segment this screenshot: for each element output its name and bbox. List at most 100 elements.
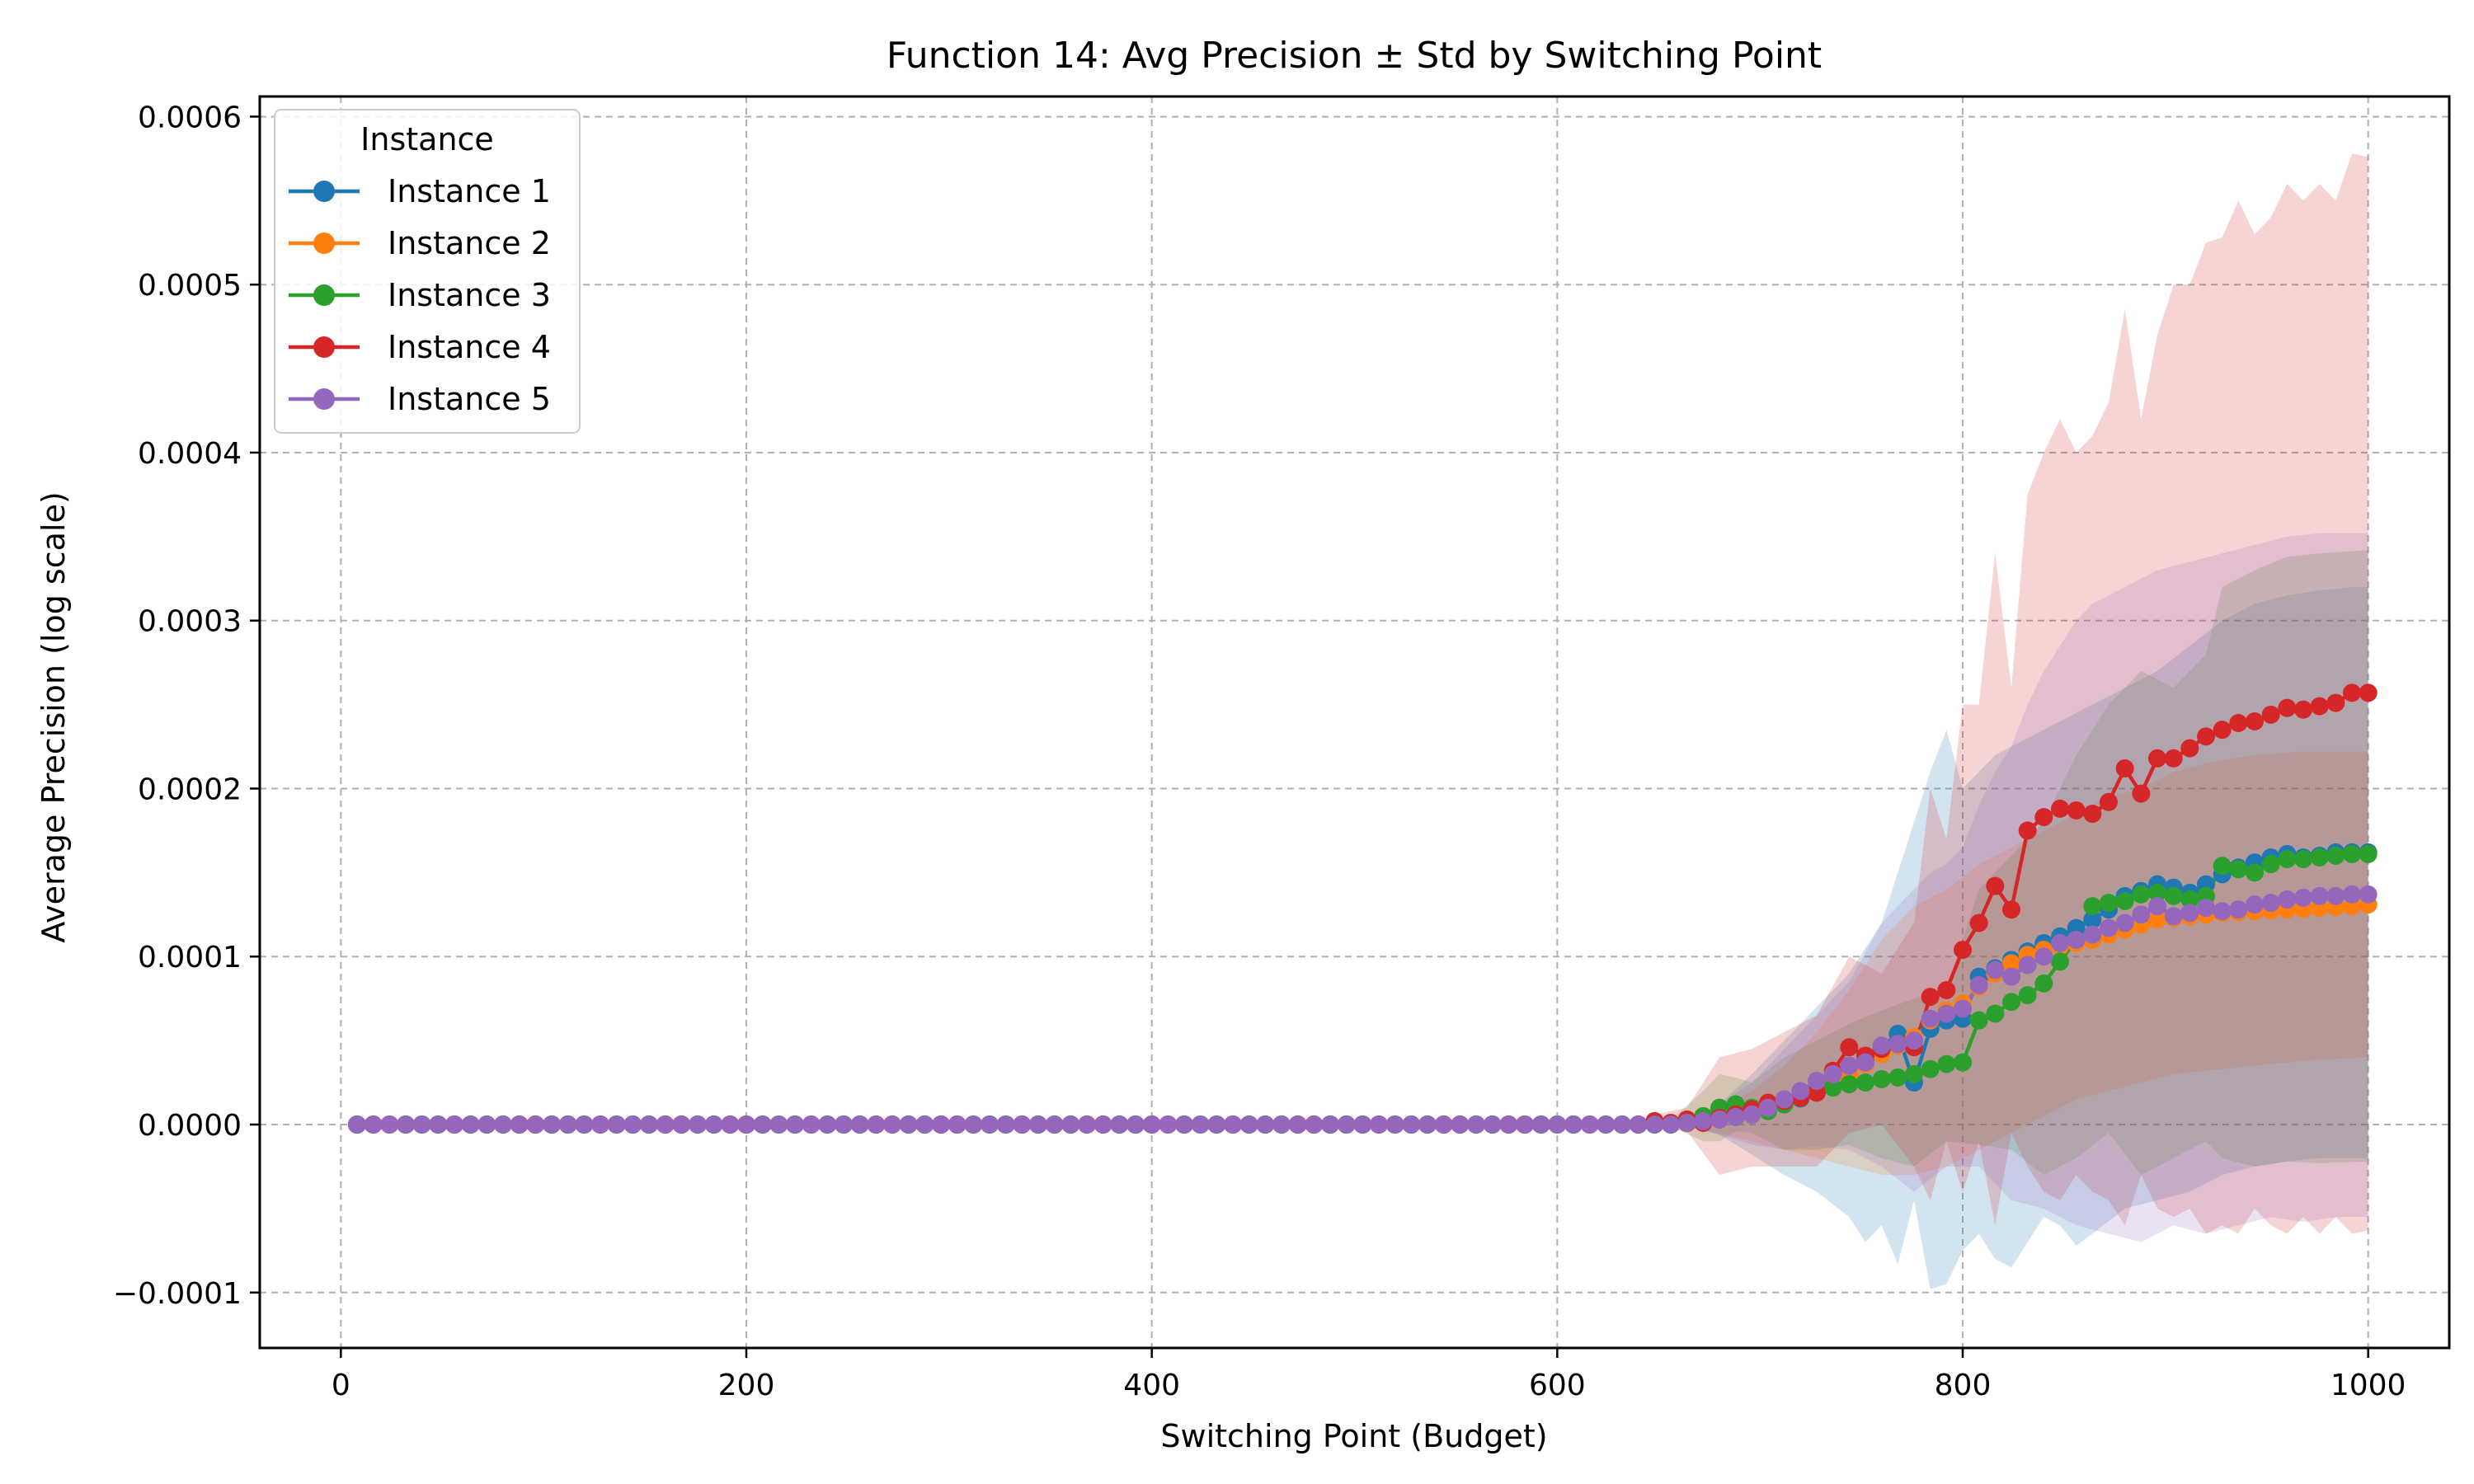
instance-5-point: [380, 1115, 399, 1134]
y-axis-label: Average Precision (log scale): [35, 491, 72, 942]
y-tick-label: −0.0001: [113, 1277, 242, 1311]
instance-5-point: [786, 1115, 804, 1134]
instance-5-point: [1305, 1115, 1324, 1134]
instance-5-point: [2034, 947, 2053, 966]
instance-5-point: [2132, 905, 2151, 924]
instance-5-point: [2213, 902, 2232, 921]
legend-item-instance-2: Instance 2: [289, 225, 551, 261]
instance-5-point: [2229, 900, 2248, 919]
instance-4-point: [1840, 1038, 1859, 1057]
y-tick-label: 0.0002: [138, 773, 242, 806]
instance-4-point: [2148, 749, 2166, 768]
instance-5-point: [1353, 1115, 1372, 1134]
instance-5-point: [1613, 1115, 1631, 1134]
instance-5-point: [1207, 1115, 1226, 1134]
instance-5-point: [1531, 1115, 1550, 1134]
instance-4-point: [2310, 697, 2329, 716]
instance-4-point: [2180, 739, 2199, 758]
instance-4-point: [2115, 759, 2134, 778]
instance-5-point: [1045, 1115, 1064, 1134]
instance-5-point: [1710, 1110, 1729, 1129]
instance-5-point: [1434, 1115, 1453, 1134]
instance-3-point: [2246, 863, 2264, 882]
instance-4-point: [1986, 876, 2005, 895]
instance-5-point: [721, 1115, 740, 1134]
instance-4-point: [1954, 941, 1972, 960]
instance-5-point: [2164, 907, 2183, 926]
instance-5-point: [1126, 1115, 1145, 1134]
instance-5-point: [2310, 886, 2329, 905]
instance-5-point: [656, 1115, 675, 1134]
y-tick-label: 0.0004: [138, 437, 242, 471]
instance-4-point: [2002, 900, 2020, 919]
instance-3-point: [2034, 974, 2053, 993]
instance-5-point: [1224, 1115, 1242, 1134]
x-tick-label: 200: [718, 1369, 775, 1402]
instance-3-point: [1872, 1069, 1891, 1088]
instance-3-point: [1823, 1078, 1842, 1097]
instance-5-point: [1888, 1035, 1907, 1054]
instance-5-point: [1808, 1072, 1826, 1091]
instance-5-point: [1013, 1115, 1032, 1134]
instance-5-point: [1986, 960, 2005, 979]
instance-4-point: [2294, 700, 2312, 719]
instance-5-point: [2002, 967, 2020, 986]
instance-5-point: [397, 1115, 415, 1134]
instance-3-point: [2132, 885, 2151, 904]
instance-3-point: [2213, 857, 2232, 876]
instance-5-point: [1110, 1115, 1129, 1134]
instance-5-point: [461, 1115, 480, 1134]
instance-4-point: [2246, 711, 2264, 730]
y-tick-label: 0.0000: [138, 1109, 242, 1143]
y-tick-label: 0.0005: [138, 269, 242, 303]
instance-5-point: [494, 1115, 512, 1134]
instance-3-point: [2261, 855, 2280, 874]
y-tick-label: 0.0006: [138, 101, 242, 134]
instance-4-point: [1937, 980, 1956, 999]
instance-3-point: [1888, 1068, 1907, 1087]
instance-5-point: [981, 1115, 999, 1134]
instance-5-point: [1726, 1107, 1745, 1126]
instance-4-point: [2083, 805, 2102, 824]
instance-5-point: [1175, 1115, 1193, 1134]
instance-5-point: [558, 1115, 577, 1134]
instance-5-point: [1451, 1115, 1470, 1134]
legend-item-instance-4: Instance 4: [289, 329, 551, 365]
legend-label: Instance 5: [388, 381, 551, 417]
instance-5-point: [429, 1115, 448, 1134]
instance-3-point: [1905, 1064, 1923, 1083]
instance-3-point: [2002, 993, 2020, 1012]
instance-4-point: [2197, 727, 2215, 746]
instance-5-point: [2326, 886, 2345, 905]
instance-5-point: [1159, 1115, 1178, 1134]
instance-5-point: [1629, 1115, 1648, 1134]
instance-3-point: [2278, 850, 2297, 869]
instance-5-point: [412, 1115, 431, 1134]
instance-5-point: [1677, 1113, 1696, 1132]
legend-swatch-marker: [313, 336, 335, 358]
instance-5-point: [1954, 999, 1972, 1018]
chart-title: Function 14: Avg Precision ± Std by Swit…: [887, 35, 1822, 77]
instance-5-point: [607, 1115, 626, 1134]
instance-1-std-band: [1686, 586, 2368, 1289]
instance-5-point: [672, 1115, 691, 1134]
instance-5-point: [2051, 933, 2069, 952]
instance-5-point: [348, 1115, 366, 1134]
instance-3-point: [2229, 860, 2248, 879]
instance-5-point: [1548, 1115, 1567, 1134]
instance-3-point: [2310, 848, 2329, 867]
x-tick-label: 400: [1123, 1369, 1180, 1402]
instance-5-point: [2197, 899, 2215, 918]
instance-5-point: [1872, 1036, 1891, 1055]
instance-5-point: [2115, 913, 2134, 932]
instance-4-point: [2132, 784, 2151, 803]
instance-5-point: [899, 1115, 918, 1134]
instance-4-point: [2100, 792, 2118, 811]
instance-5-point: [640, 1115, 658, 1134]
instance-5-point: [1516, 1115, 1534, 1134]
instance-5-point: [883, 1115, 901, 1134]
instance-3-point: [1921, 1059, 1940, 1078]
instance-4-point: [2067, 801, 2086, 819]
instance-5-point: [1029, 1115, 1047, 1134]
